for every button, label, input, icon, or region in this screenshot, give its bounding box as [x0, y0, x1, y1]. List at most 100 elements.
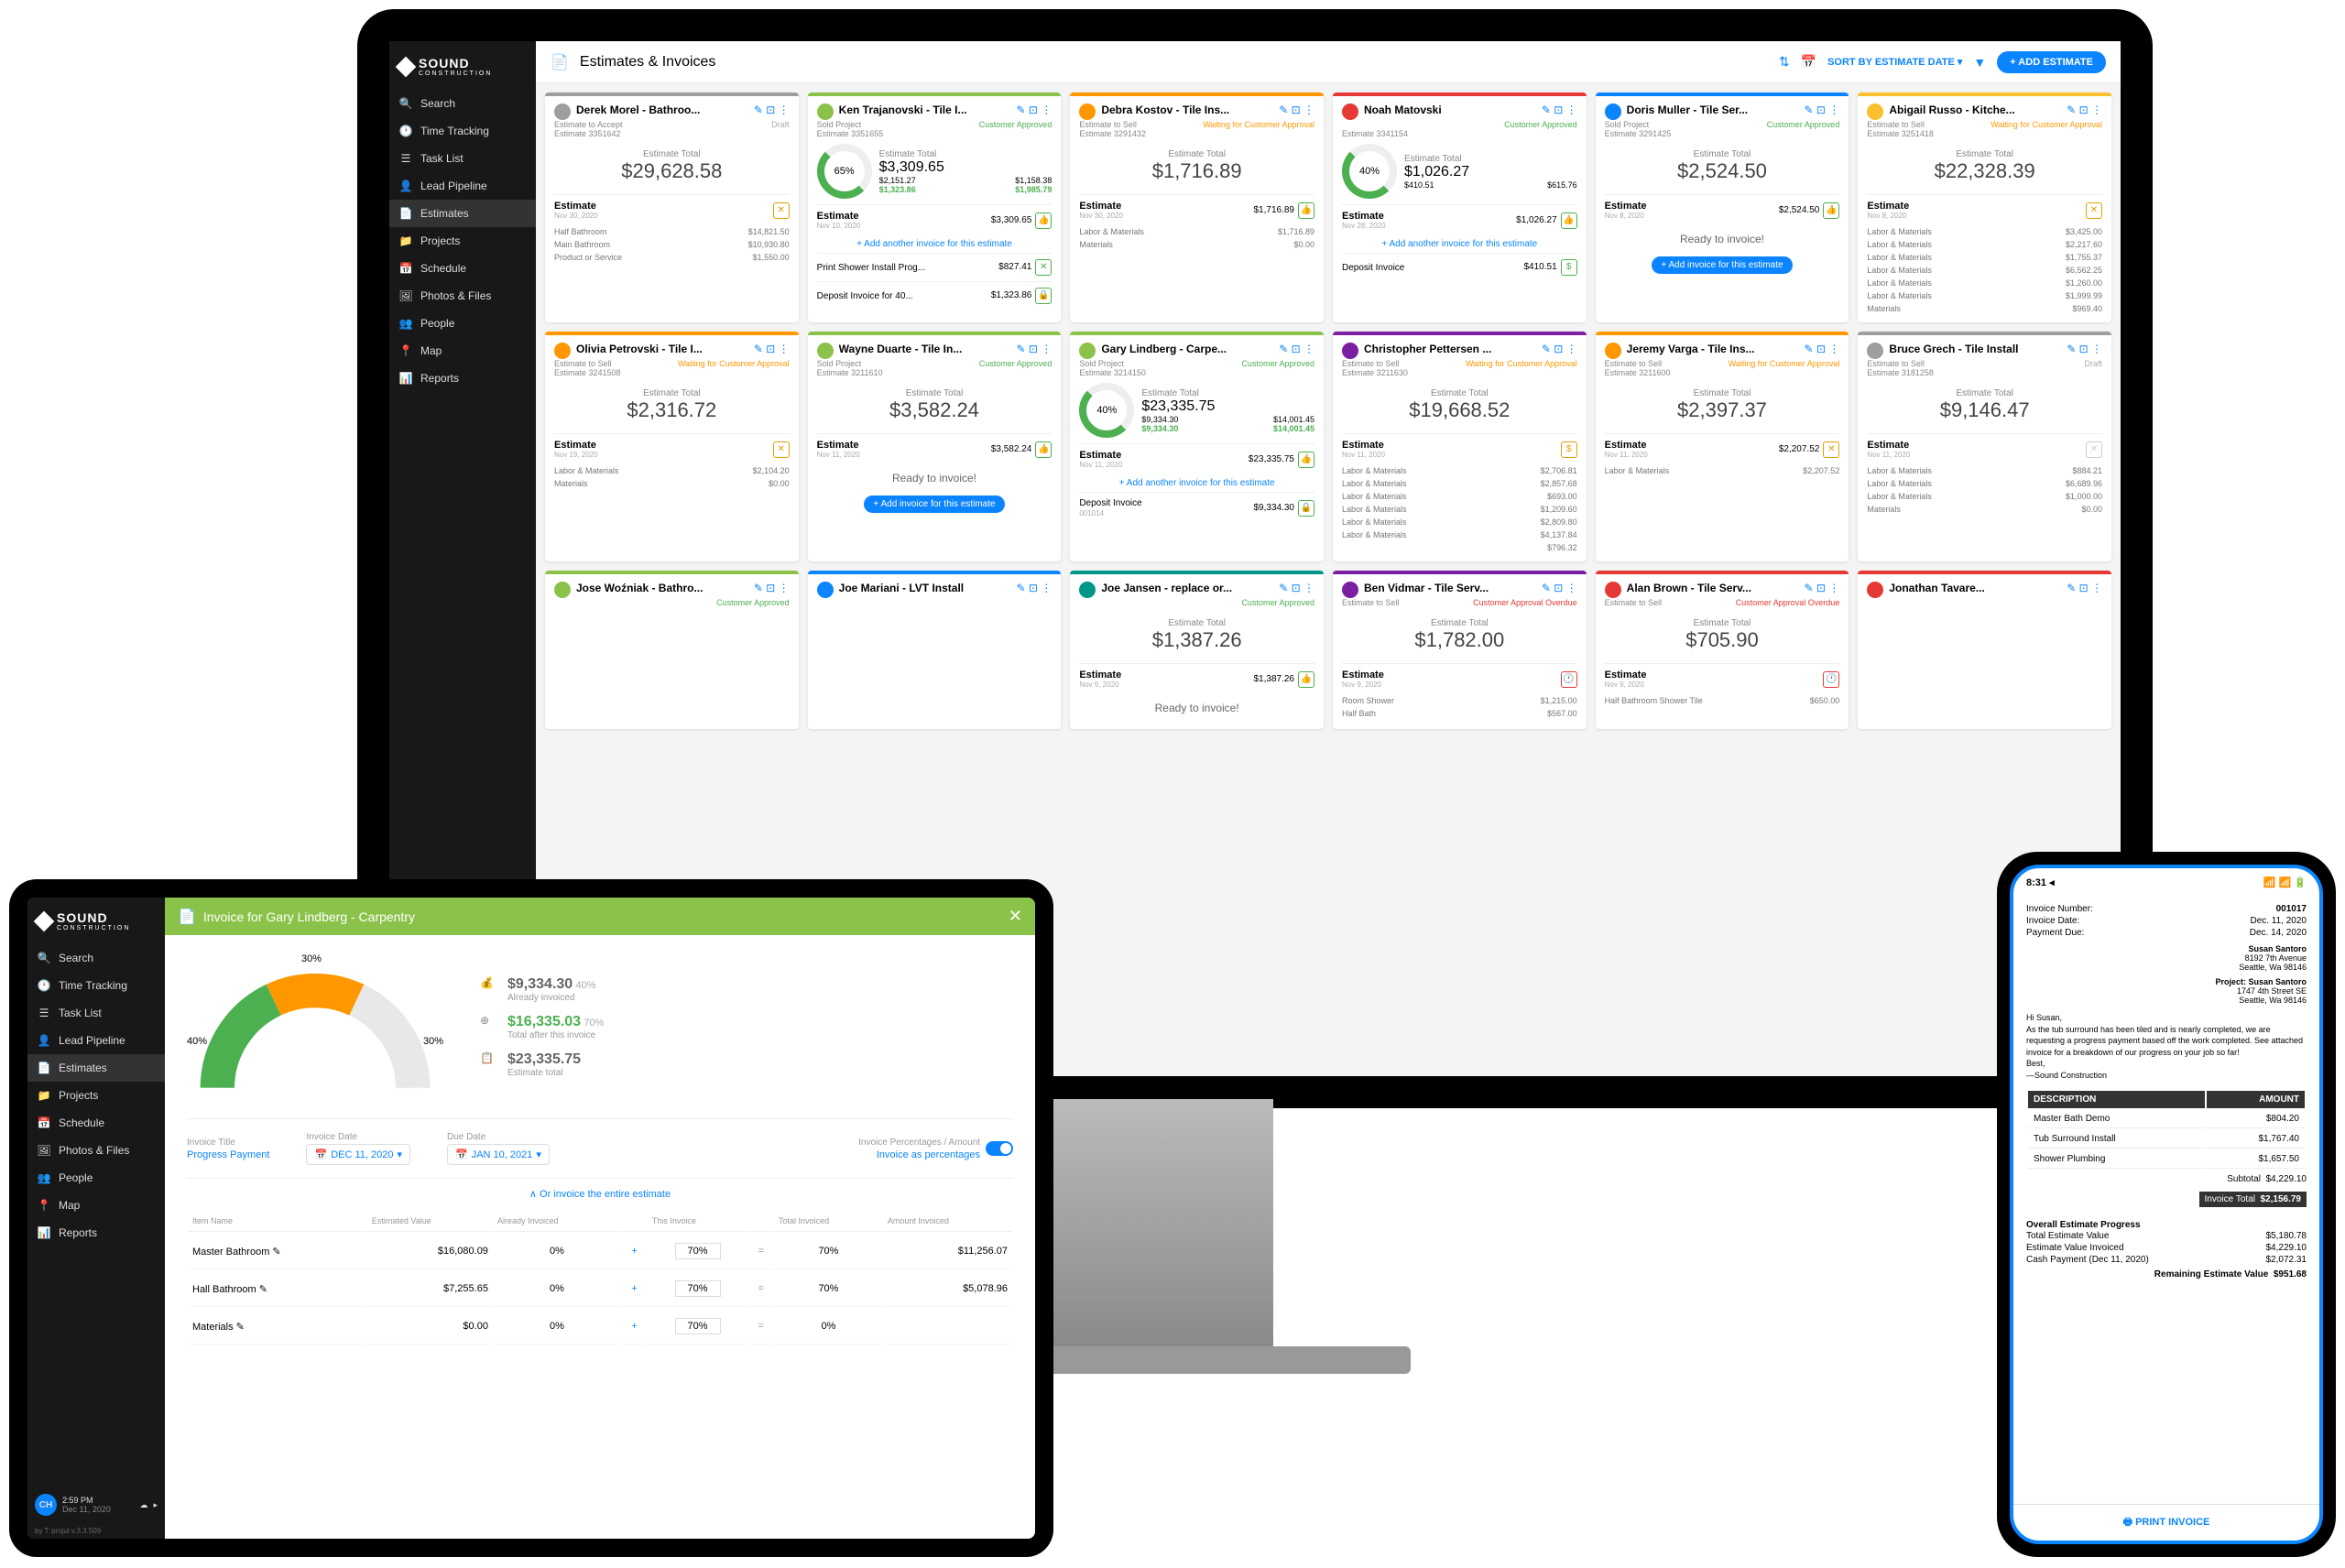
- sidebar-item-lead-pipeline[interactable]: 👤Lead Pipeline: [27, 1027, 165, 1054]
- status-badge[interactable]: 👍: [1823, 202, 1839, 219]
- invoice-entire-link[interactable]: ∧ Or invoice the entire estimate: [187, 1178, 1013, 1209]
- estimate-card[interactable]: Ken Trajanovski - Tile I... ✎ ⊡ ⋮ Sold P…: [808, 93, 1062, 322]
- card-actions[interactable]: ✎ ⊡ ⋮: [1542, 582, 1577, 594]
- close-icon[interactable]: ✕: [1009, 907, 1022, 926]
- status-badge[interactable]: 👍: [1298, 671, 1314, 688]
- card-actions[interactable]: ✎ ⊡ ⋮: [754, 582, 790, 594]
- sort-button[interactable]: SORT BY ESTIMATE DATE ▾: [1827, 56, 1962, 68]
- estimate-card[interactable]: Wayne Duarte - Tile In... ✎ ⊡ ⋮ Sold Pro…: [808, 332, 1062, 561]
- sidebar-item-time-tracking[interactable]: 🕐Time Tracking: [389, 117, 536, 145]
- status-badge[interactable]: 🕐: [1561, 671, 1577, 688]
- toggle-switch[interactable]: [986, 1141, 1013, 1156]
- sidebar-item-search[interactable]: 🔍Search: [27, 944, 165, 972]
- percentage-toggle[interactable]: Invoice Percentages / AmountInvoice as p…: [858, 1138, 1013, 1160]
- estimate-card[interactable]: Jonathan Tavare... ✎ ⊡ ⋮: [1858, 571, 2111, 729]
- card-actions[interactable]: ✎ ⊡ ⋮: [1805, 582, 1840, 594]
- status-badge[interactable]: ✕: [2086, 441, 2102, 458]
- card-actions[interactable]: ✎ ⊡ ⋮: [2067, 582, 2102, 594]
- estimate-card[interactable]: Alan Brown - Tile Serv... ✎ ⊡ ⋮ Estimate…: [1596, 571, 1849, 729]
- sidebar-item-task-list[interactable]: ☰Task List: [389, 145, 536, 172]
- estimate-card[interactable]: Jeremy Varga - Tile Ins... ✎ ⊡ ⋮ Estimat…: [1596, 332, 1849, 561]
- calendar-icon[interactable]: 📅: [1801, 54, 1816, 70]
- sidebar-item-map[interactable]: 📍Map: [27, 1192, 165, 1219]
- sidebar-item-estimates[interactable]: 📄Estimates: [389, 200, 536, 227]
- due-date-picker[interactable]: 📅 JAN 10, 2021 ▾: [447, 1144, 550, 1165]
- status-badge[interactable]: ✕: [1823, 441, 1839, 458]
- estimate-card[interactable]: Bruce Grech - Tile Install ✎ ⊡ ⋮ Estimat…: [1858, 332, 2111, 561]
- card-actions[interactable]: ✎ ⊡ ⋮: [1805, 103, 1840, 116]
- estimate-card[interactable]: Abigail Russo - Kitche... ✎ ⊡ ⋮ Estimate…: [1858, 93, 2111, 322]
- sidebar-item-photos-files[interactable]: 🖼Photos & Files: [389, 282, 536, 310]
- estimate-card[interactable]: Doris Muller - Tile Ser... ✎ ⊡ ⋮ Sold Pr…: [1596, 93, 1849, 322]
- card-actions[interactable]: ✎ ⊡ ⋮: [2067, 343, 2102, 355]
- card-actions[interactable]: ✎ ⊡ ⋮: [1279, 103, 1314, 116]
- card-actions[interactable]: ✎ ⊡ ⋮: [2067, 103, 2102, 116]
- estimate-card[interactable]: Christopher Pettersen ... ✎ ⊡ ⋮ Estimate…: [1333, 332, 1587, 561]
- invoice-date-picker[interactable]: 📅 DEC 11, 2020 ▾: [306, 1144, 410, 1165]
- estimate-card[interactable]: Olivia Petrovski - Tile I... ✎ ⊡ ⋮ Estim…: [545, 332, 799, 561]
- percent-input[interactable]: [675, 1318, 721, 1334]
- card-actions[interactable]: ✎ ⊡ ⋮: [1279, 343, 1314, 355]
- status-badge[interactable]: 🕐: [1823, 671, 1839, 688]
- sidebar-item-time-tracking[interactable]: 🕐Time Tracking: [27, 972, 165, 999]
- status-badge[interactable]: 👍: [1298, 452, 1314, 468]
- sidebar-item-estimates[interactable]: 📄Estimates: [27, 1054, 165, 1082]
- sidebar-item-schedule[interactable]: 📅Schedule: [389, 255, 536, 282]
- card-actions[interactable]: ✎ ⊡ ⋮: [1017, 103, 1053, 116]
- card-actions[interactable]: ✎ ⊡ ⋮: [754, 343, 790, 355]
- filter-icon[interactable]: ▼: [1973, 55, 1986, 70]
- chevron-right-icon[interactable]: ▸: [153, 1500, 158, 1510]
- sidebar-item-projects[interactable]: 📁Projects: [27, 1082, 165, 1109]
- estimate-card[interactable]: Joe Mariani - LVT Install ✎ ⊡ ⋮: [808, 571, 1062, 729]
- add-invoice-button[interactable]: + Add invoice for this estimate: [864, 495, 1004, 513]
- sidebar-item-task-list[interactable]: ☰Task List: [27, 999, 165, 1027]
- sidebar-item-people[interactable]: 👥People: [389, 310, 536, 337]
- status-badge[interactable]: ✕: [2086, 202, 2102, 219]
- add-invoice-link[interactable]: + Add another invoice for this estimate: [1342, 235, 1577, 253]
- sidebar-item-map[interactable]: 📍Map: [389, 337, 536, 365]
- sidebar-item-search[interactable]: 🔍Search: [389, 90, 536, 117]
- status-badge[interactable]: 👍: [1035, 441, 1052, 458]
- invoice-title[interactable]: Progress Payment: [187, 1149, 269, 1160]
- item-name[interactable]: Materials ✎: [189, 1309, 366, 1345]
- estimate-card[interactable]: Gary Lindberg - Carpe... ✎ ⊡ ⋮ Sold Proj…: [1070, 332, 1324, 561]
- add-invoice-link[interactable]: + Add another invoice for this estimate: [1079, 474, 1314, 492]
- percent-input[interactable]: [675, 1280, 721, 1297]
- status-badge[interactable]: ✕: [773, 202, 790, 219]
- sidebar-item-projects[interactable]: 📁Projects: [389, 227, 536, 255]
- estimate-card[interactable]: Jose Woźniak - Bathro... ✎ ⊡ ⋮ Customer …: [545, 571, 799, 729]
- card-title: Jonathan Tavare...: [1889, 582, 2061, 594]
- card-actions[interactable]: ✎ ⊡ ⋮: [1542, 343, 1577, 355]
- card-actions[interactable]: ✎ ⊡ ⋮: [1017, 582, 1053, 594]
- sort-icon[interactable]: ⇅: [1779, 54, 1790, 70]
- estimate-card[interactable]: Noah Matovski ✎ ⊡ ⋮ Estimate 3341154 Cus…: [1333, 93, 1587, 322]
- add-estimate-button[interactable]: + ADD ESTIMATE: [1997, 51, 2106, 73]
- estimate-card[interactable]: Debra Kostov - Tile Ins... ✎ ⊡ ⋮ Estimat…: [1070, 93, 1324, 322]
- estimate-card[interactable]: Derek Morel - Bathroo... ✎ ⊡ ⋮ Estimate …: [545, 93, 799, 322]
- estimate-card[interactable]: Joe Jansen - replace or... ✎ ⊡ ⋮ Custome…: [1070, 571, 1324, 729]
- status-badge[interactable]: ✕: [773, 441, 790, 458]
- status-badge[interactable]: 👍: [1035, 212, 1052, 229]
- item-name[interactable]: Hall Bathroom ✎: [189, 1271, 366, 1307]
- card-actions[interactable]: ✎ ⊡ ⋮: [1279, 582, 1314, 594]
- estimate-card[interactable]: Ben Vidmar - Tile Serv... ✎ ⊡ ⋮ Estimate…: [1333, 571, 1587, 729]
- item-name[interactable]: Master Bathroom ✎: [189, 1234, 366, 1269]
- card-actions[interactable]: ✎ ⊡ ⋮: [754, 103, 790, 116]
- card-actions[interactable]: ✎ ⊡ ⋮: [1542, 103, 1577, 116]
- card-actions[interactable]: ✎ ⊡ ⋮: [1805, 343, 1840, 355]
- add-invoice-button[interactable]: + Add invoice for this estimate: [1652, 256, 1792, 274]
- status-badge[interactable]: 👍: [1561, 212, 1577, 229]
- sidebar-item-reports[interactable]: 📊Reports: [27, 1219, 165, 1247]
- sidebar-item-people[interactable]: 👥People: [27, 1164, 165, 1192]
- sidebar-item-schedule[interactable]: 📅Schedule: [27, 1109, 165, 1137]
- print-invoice-button[interactable]: 🖶 PRINT INVOICE: [2013, 1504, 2319, 1541]
- sidebar-user[interactable]: CH 2:59 PMDec 11, 2020 ☁ ▸: [27, 1486, 165, 1523]
- card-actions[interactable]: ✎ ⊡ ⋮: [1017, 343, 1053, 355]
- sidebar-item-photos-files[interactable]: 🖼Photos & Files: [27, 1137, 165, 1164]
- status-badge[interactable]: 👍: [1298, 202, 1314, 219]
- sidebar-item-lead-pipeline[interactable]: 👤Lead Pipeline: [389, 172, 536, 200]
- add-invoice-link[interactable]: + Add another invoice for this estimate: [817, 235, 1053, 253]
- percent-input[interactable]: [675, 1243, 721, 1259]
- sidebar-item-reports[interactable]: 📊Reports: [389, 365, 536, 392]
- status-badge[interactable]: $: [1561, 441, 1577, 458]
